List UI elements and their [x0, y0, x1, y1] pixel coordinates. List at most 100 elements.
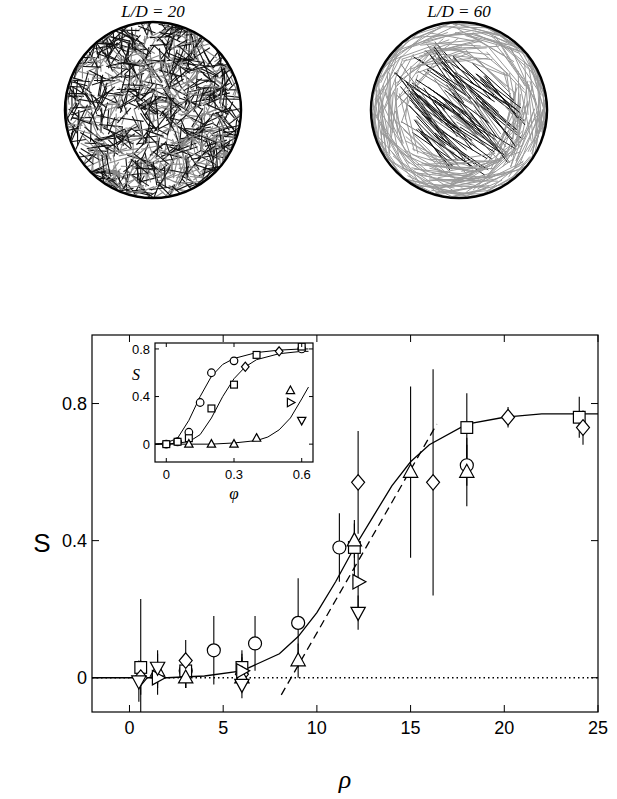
rod: [157, 28, 171, 41]
rod: [139, 72, 153, 84]
rod: [222, 121, 223, 141]
rod: [130, 127, 148, 139]
rod: [161, 165, 162, 188]
rod: [168, 170, 188, 174]
rod: [154, 45, 170, 60]
x-tick-label: 0.6: [293, 467, 311, 482]
rod: [125, 129, 132, 148]
rod: [164, 166, 166, 187]
rod: [170, 102, 172, 121]
rod: [118, 99, 137, 109]
point-diamond: [502, 409, 515, 425]
x-tick-label: 5: [218, 718, 228, 738]
point-triangle-down: [351, 607, 365, 620]
rod: [211, 77, 229, 90]
rod: [442, 68, 494, 101]
rod: [206, 107, 214, 125]
rod: [163, 176, 181, 185]
point-diamond: [275, 347, 283, 356]
rod: [477, 74, 521, 108]
rod: [141, 83, 154, 101]
rod: [432, 32, 492, 36]
rod: [149, 62, 169, 64]
rod: [397, 21, 457, 40]
x-axis-label: φ: [229, 484, 238, 503]
rod: [165, 93, 181, 110]
container: [371, 22, 547, 198]
point-diamond: [427, 475, 440, 491]
rod: [123, 42, 130, 64]
rod: [77, 130, 97, 136]
point-circle: [208, 369, 216, 377]
rod: [107, 62, 128, 67]
rod: [85, 143, 105, 144]
rod: [113, 69, 129, 81]
rod: [473, 149, 517, 190]
plot-background: [155, 343, 313, 462]
rod: [199, 88, 205, 107]
rod: [137, 15, 147, 35]
rod: [425, 162, 485, 165]
rod: [201, 139, 203, 158]
point-triangle-up: [403, 464, 417, 477]
rod: [181, 107, 198, 116]
rod: [176, 78, 197, 87]
rod: [500, 99, 512, 149]
rod: [137, 161, 138, 181]
x-tick: [410, 335, 411, 342]
plot-frame: [92, 335, 598, 712]
rod: [90, 68, 97, 86]
rod: [166, 141, 173, 160]
rod: [406, 82, 443, 124]
point-triangle-up: [207, 440, 215, 448]
rod: [511, 105, 526, 166]
x-tick: [166, 458, 167, 462]
rod: [187, 115, 200, 128]
rod: [108, 148, 127, 154]
rod: [380, 37, 422, 70]
rod: [212, 83, 221, 103]
y-tick-label: 0.4: [132, 389, 150, 404]
rod: [455, 87, 496, 116]
rod: [121, 74, 126, 92]
rod: [131, 159, 148, 174]
x-tick-label: 15: [401, 718, 421, 738]
rod: [434, 49, 464, 90]
y-tick: [309, 396, 313, 397]
rod: [207, 104, 229, 114]
point-circle: [162, 440, 170, 448]
point-diamond: [352, 475, 365, 491]
rod: [182, 81, 200, 96]
rod: [179, 160, 190, 178]
rod: [80, 132, 97, 143]
rod: [204, 64, 223, 68]
x-tick: [504, 705, 505, 712]
rod: [103, 168, 125, 175]
point-triangle-up: [179, 670, 193, 683]
line-solid: [155, 351, 308, 444]
rod: [141, 96, 161, 109]
rod: [178, 52, 185, 69]
rod: [116, 125, 130, 137]
x-tick-label: 0.3: [225, 467, 243, 482]
x-tick-label: 20: [494, 718, 514, 738]
rod: [122, 107, 127, 124]
rod: [172, 137, 192, 144]
rod: [97, 104, 120, 106]
x-tick: [410, 705, 411, 712]
point-triangle-up: [286, 386, 294, 394]
rod: [365, 50, 400, 91]
rod: [193, 161, 212, 165]
y-tick-label: 0.4: [62, 531, 87, 551]
rod: [138, 70, 158, 71]
rod: [381, 131, 419, 168]
rod: [153, 162, 156, 185]
rod: [434, 47, 465, 88]
rod: [85, 92, 96, 108]
rod: [91, 112, 98, 130]
point-square: [231, 381, 238, 388]
rod: [435, 161, 497, 173]
point-triangle-right: [287, 398, 295, 406]
point-square: [461, 422, 473, 434]
y-axis-label: S: [33, 528, 50, 558]
